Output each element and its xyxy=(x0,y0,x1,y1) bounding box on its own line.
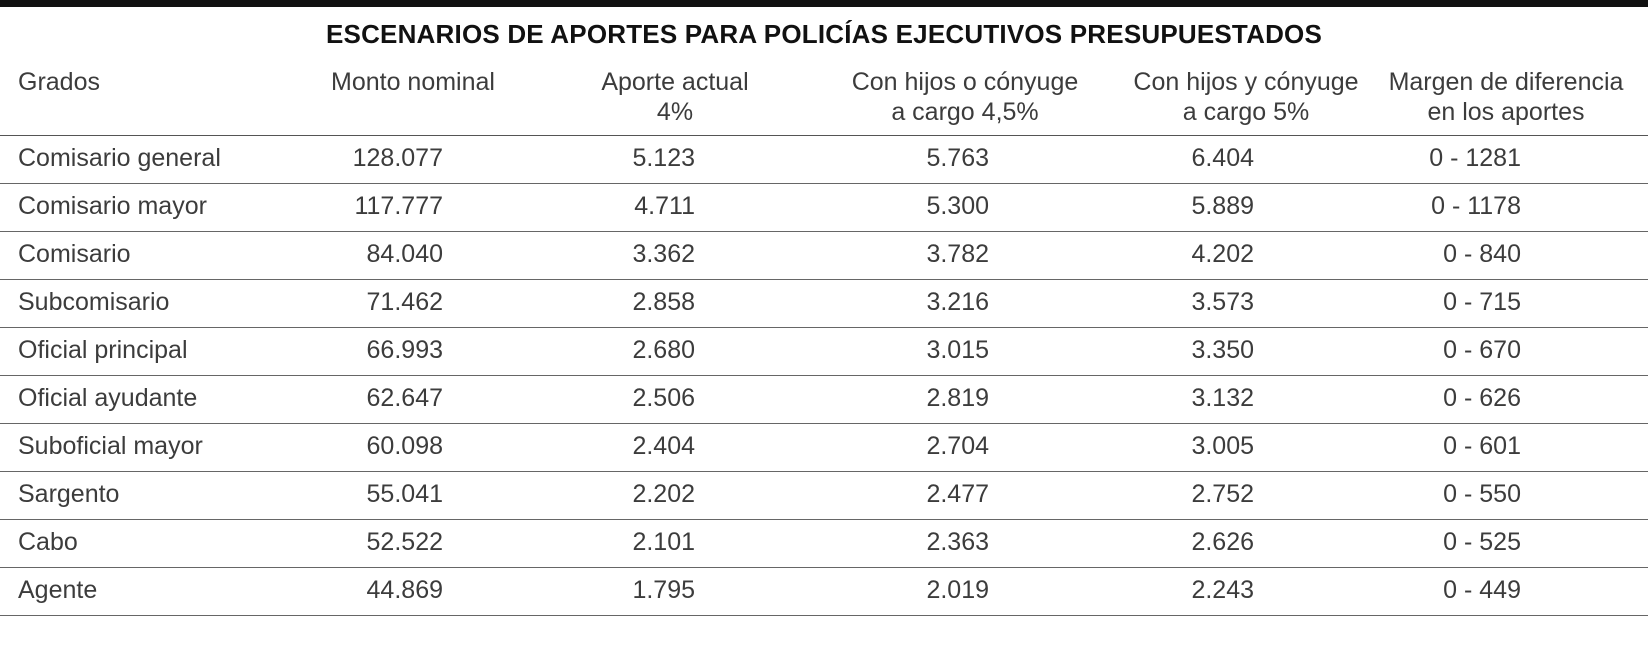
cell-margen: 0 - 715 xyxy=(1443,288,1521,316)
cell-con-hijos-o-conyuge: 3.216 xyxy=(926,288,989,316)
column-header-grados: Grados xyxy=(18,68,100,96)
column-header-aporte-actual: Aporte actual 4% xyxy=(601,68,749,126)
cell-aporte-actual: 2.202 xyxy=(632,480,695,508)
cell-monto-nominal: 62.647 xyxy=(366,384,443,412)
table-row: Sargento 55.041 2.202 2.477 2.752 0 - 550 xyxy=(0,472,1648,520)
table-row: Suboficial mayor 60.098 2.404 2.704 3.005 0 -… xyxy=(0,424,1648,472)
cell-margen: 0 - 1281 xyxy=(1429,144,1521,172)
cell-aporte-actual: 2.101 xyxy=(632,528,695,556)
column-header-con-hijos-y-conyuge: Con hijos y cónyuge a cargo 5% xyxy=(1133,68,1359,126)
cell-con-hijos-y-conyuge: 2.752 xyxy=(1191,480,1254,508)
cell-con-hijos-y-conyuge: 3.350 xyxy=(1191,336,1254,364)
table-body: Comisario general 128.077 5.123 5.763 6.404 0… xyxy=(0,136,1648,616)
cell-con-hijos-o-conyuge: 3.782 xyxy=(926,240,989,268)
table-row: Oficial ayudante 62.647 2.506 2.819 3.132 0 -… xyxy=(0,376,1648,424)
cell-monto-nominal: 128.077 xyxy=(352,144,443,172)
cell-monto-nominal: 71.462 xyxy=(366,288,443,316)
top-rule xyxy=(0,0,1648,7)
cell-aporte-actual: 5.123 xyxy=(632,144,695,172)
cell-grado: Comisario xyxy=(18,240,131,268)
cell-margen: 0 - 550 xyxy=(1443,480,1521,508)
cell-grado: Cabo xyxy=(18,528,78,556)
column-header-margen-diferencia: Margen de diferencia en los aportes xyxy=(1388,68,1624,126)
cell-con-hijos-o-conyuge: 3.015 xyxy=(926,336,989,364)
cell-grado: Oficial ayudante xyxy=(18,384,198,412)
cell-con-hijos-y-conyuge: 6.404 xyxy=(1191,144,1254,172)
cell-con-hijos-y-conyuge: 2.626 xyxy=(1191,528,1254,556)
cell-grado: Subcomisario xyxy=(18,288,170,316)
cell-con-hijos-o-conyuge: 2.704 xyxy=(926,432,989,460)
cell-monto-nominal: 60.098 xyxy=(366,432,443,460)
cell-aporte-actual: 2.506 xyxy=(632,384,695,412)
cell-aporte-actual: 1.795 xyxy=(632,576,695,604)
cell-con-hijos-y-conyuge: 5.889 xyxy=(1191,192,1254,220)
cell-con-hijos-y-conyuge: 3.132 xyxy=(1191,384,1254,412)
table-row: Subcomisario 71.462 2.858 3.216 3.573 0 - 715 xyxy=(0,280,1648,328)
cell-aporte-actual: 3.362 xyxy=(632,240,695,268)
cell-margen: 0 - 670 xyxy=(1443,336,1521,364)
cell-margen: 0 - 525 xyxy=(1443,528,1521,556)
cell-con-hijos-o-conyuge: 5.763 xyxy=(926,144,989,172)
cell-con-hijos-o-conyuge: 2.019 xyxy=(926,576,989,604)
cell-monto-nominal: 55.041 xyxy=(366,480,443,508)
cell-aporte-actual: 2.404 xyxy=(632,432,695,460)
cell-margen: 0 - 840 xyxy=(1443,240,1521,268)
cell-grado: Comisario general xyxy=(18,144,221,172)
cell-con-hijos-o-conyuge: 2.477 xyxy=(926,480,989,508)
cell-grado: Comisario mayor xyxy=(18,192,207,220)
cell-monto-nominal: 117.777 xyxy=(354,192,443,220)
table-row: Comisario mayor 117.777 4.711 5.300 5.889 0 -… xyxy=(0,184,1648,232)
cell-con-hijos-o-conyuge: 2.819 xyxy=(926,384,989,412)
cell-con-hijos-y-conyuge: 2.243 xyxy=(1191,576,1254,604)
table-row: Cabo 52.522 2.101 2.363 2.626 0 - 525 xyxy=(0,520,1648,568)
cell-margen: 0 - 1178 xyxy=(1431,192,1521,220)
table-row: Oficial principal 66.993 2.680 3.015 3.350 0 … xyxy=(0,328,1648,376)
table-title: ESCENARIOS DE APORTES PARA POLICÍAS EJEC… xyxy=(325,19,1323,49)
cell-monto-nominal: 84.040 xyxy=(366,240,443,268)
column-header-monto-nominal: Monto nominal xyxy=(331,68,495,96)
cell-grado: Oficial principal xyxy=(18,336,188,364)
cell-con-hijos-o-conyuge: 5.300 xyxy=(926,192,989,220)
cell-monto-nominal: 66.993 xyxy=(366,336,443,364)
cell-margen: 0 - 626 xyxy=(1443,384,1521,412)
cell-grado: Sargento xyxy=(18,480,120,508)
cell-aporte-actual: 2.680 xyxy=(632,336,695,364)
cell-aporte-actual: 2.858 xyxy=(632,288,695,316)
cell-grado: Agente xyxy=(18,576,98,604)
cell-con-hijos-y-conyuge: 4.202 xyxy=(1191,240,1254,268)
cell-con-hijos-o-conyuge: 2.363 xyxy=(926,528,989,556)
cell-con-hijos-y-conyuge: 3.005 xyxy=(1191,432,1254,460)
cell-grado: Suboficial mayor xyxy=(18,432,203,460)
table-row: Agente 44.869 1.795 2.019 2.243 0 - 449 xyxy=(0,568,1648,616)
cell-margen: 0 - 449 xyxy=(1443,576,1521,604)
cell-monto-nominal: 44.869 xyxy=(366,576,443,604)
table-row: Comisario 84.040 3.362 3.782 4.202 0 - 840 xyxy=(0,232,1648,280)
cell-aporte-actual: 4.711 xyxy=(634,192,695,220)
column-header-con-hijos-o-conyuge: Con hijos o cónyuge a cargo 4,5% xyxy=(851,68,1079,126)
cell-con-hijos-y-conyuge: 3.573 xyxy=(1191,288,1254,316)
header-rule xyxy=(0,135,1648,136)
cell-monto-nominal: 52.522 xyxy=(366,528,443,556)
table-row: Comisario general 128.077 5.123 5.763 6.404 0… xyxy=(0,136,1648,184)
cell-margen: 0 - 601 xyxy=(1443,432,1521,460)
